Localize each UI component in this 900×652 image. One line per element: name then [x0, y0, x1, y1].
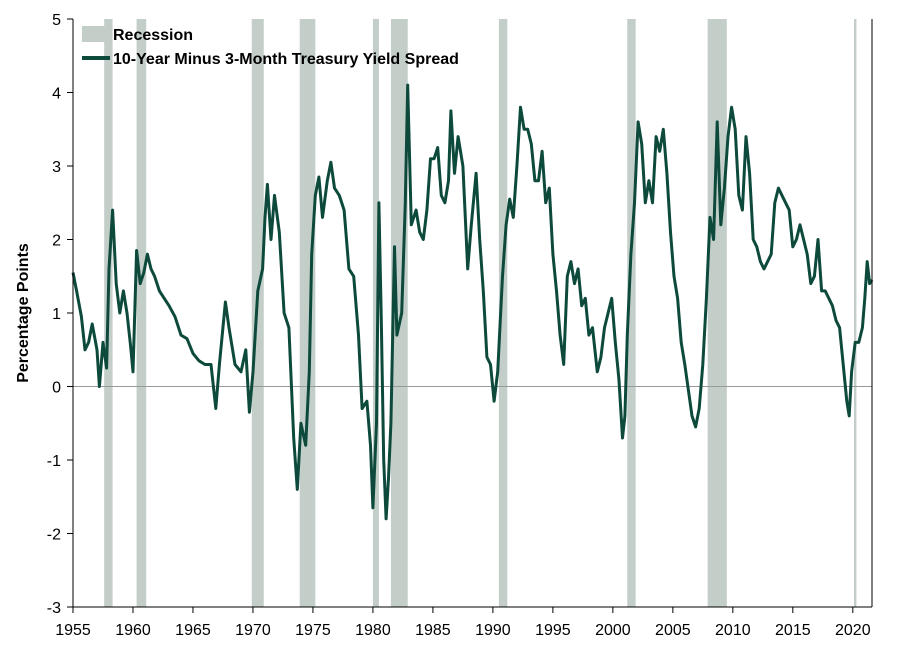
y-tick-label: 1 [52, 306, 61, 323]
legend-label-recession: Recession [113, 27, 193, 44]
x-tick-label: 1985 [415, 622, 451, 639]
x-tick-label: 1955 [55, 622, 91, 639]
y-axis-title: Percentage Points [15, 243, 32, 383]
legend-swatch-recession [82, 26, 110, 42]
x-tick-label: 1990 [475, 622, 511, 639]
recession-band [372, 19, 379, 607]
recession-bands [104, 19, 857, 607]
recession-band [854, 19, 857, 607]
x-tick-label: 1995 [535, 622, 571, 639]
x-tick-label: 2000 [595, 622, 631, 639]
y-tick-label: 4 [52, 86, 61, 103]
x-axis: 1955 1960 1965 1970 1975 1980 1985 1990 1995 2000… [55, 606, 872, 639]
x-tick-label: 1975 [295, 622, 331, 639]
recession-band [299, 19, 316, 607]
recession-band [627, 19, 636, 607]
x-tick-label: 1965 [175, 622, 211, 639]
x-tick-label: 1960 [115, 622, 151, 639]
y-tick-label: -1 [47, 453, 61, 470]
x-tick-label: 2010 [715, 622, 751, 639]
recession-band [498, 19, 508, 607]
legend: Recession 10-Year Minus 3-Month Treasury… [82, 26, 459, 68]
recession-band [390, 19, 408, 607]
y-tick-label: 2 [52, 233, 61, 250]
y-tick-label: 3 [52, 159, 61, 176]
x-tick-label: 1980 [355, 622, 391, 639]
x-tick-label: 2005 [655, 622, 691, 639]
y-axis: 5 4 3 2 1 0 -1 -2 -3 [47, 12, 873, 617]
x-tick-label: 2020 [835, 622, 871, 639]
y-tick-label: 5 [52, 12, 61, 29]
x-tick-label: 2015 [775, 622, 811, 639]
y-tick-label: 0 [52, 380, 61, 397]
y-tick-label: -3 [47, 600, 61, 617]
recession-band [136, 19, 147, 607]
x-tick-label: 1970 [235, 622, 271, 639]
y-tick-label: -2 [47, 527, 61, 544]
legend-label-series: 10-Year Minus 3-Month Treasury Yield Spr… [113, 51, 459, 68]
recession-band [707, 19, 727, 607]
series-line-yield-spread [71, 83, 874, 521]
